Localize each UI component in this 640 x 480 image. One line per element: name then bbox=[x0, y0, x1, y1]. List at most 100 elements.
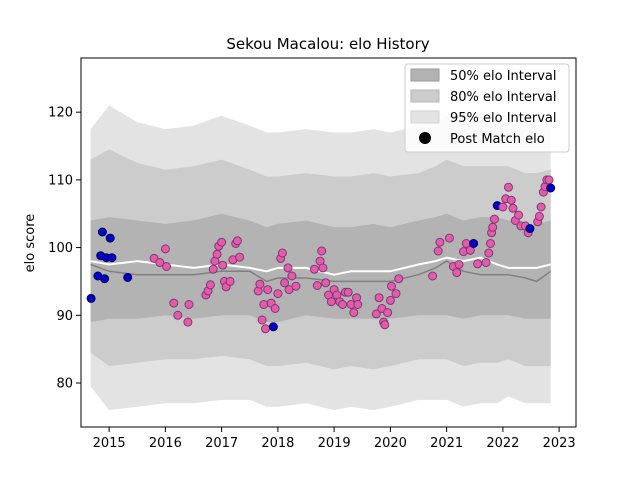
post-match-point bbox=[349, 308, 359, 318]
post-match-point bbox=[232, 236, 242, 246]
y-tick-label: 80 bbox=[56, 376, 73, 391]
post-match-point bbox=[169, 298, 179, 308]
post-match-point bbox=[291, 281, 301, 291]
post-match-point bbox=[385, 295, 395, 305]
post-match-point bbox=[486, 239, 495, 248]
post-match-point bbox=[536, 202, 546, 212]
post-match-point bbox=[317, 246, 327, 256]
x-tick-label: 2020 bbox=[374, 436, 407, 451]
post-match-point bbox=[100, 274, 110, 284]
post-match-point bbox=[391, 289, 401, 299]
post-match-point bbox=[371, 309, 381, 319]
post-match-point bbox=[514, 210, 524, 220]
post-match-point bbox=[270, 304, 280, 313]
post-match-point bbox=[383, 308, 393, 318]
summary-lines bbox=[90, 256, 552, 283]
post-match-point bbox=[225, 276, 235, 286]
plot-frame bbox=[80, 57, 577, 428]
post-match-point bbox=[380, 320, 390, 330]
post-match-point bbox=[283, 263, 293, 273]
legend-label-post-match: Post Match elo bbox=[450, 132, 545, 147]
post-match-point bbox=[105, 233, 115, 243]
x-axis: 2015 2016 2017 2018 2019 2020 2021 2022 2023 bbox=[93, 427, 576, 451]
y-tick-label: 110 bbox=[48, 173, 73, 188]
post-match-point bbox=[273, 289, 283, 299]
post-match-point bbox=[268, 322, 278, 332]
x-tick-label: 2015 bbox=[93, 436, 126, 451]
x-tick-label: 2017 bbox=[205, 436, 238, 451]
post-match-point bbox=[123, 272, 133, 282]
post-match-point bbox=[309, 264, 319, 274]
y-axis: 80 90 100 110 120 bbox=[48, 106, 81, 391]
post-match-point bbox=[259, 300, 269, 309]
post-match-point bbox=[173, 310, 183, 320]
legend-label-50: 50% elo Interval bbox=[450, 69, 557, 84]
x-tick-label: 2022 bbox=[486, 436, 519, 451]
legend-swatch-50 bbox=[410, 68, 440, 82]
post-match-point bbox=[321, 278, 331, 288]
post-match-point bbox=[86, 293, 96, 303]
post-match-point bbox=[235, 252, 245, 262]
post-match-point bbox=[205, 280, 215, 290]
post-match-point bbox=[255, 279, 265, 289]
post-match-point bbox=[160, 244, 170, 254]
legend-swatch-95 bbox=[410, 110, 440, 124]
post-match-point bbox=[343, 287, 353, 297]
post-match-point bbox=[218, 260, 228, 270]
post-match-point bbox=[481, 258, 491, 267]
chart-title: Sekou Macalou: elo History bbox=[226, 35, 429, 53]
y-tick-label: 100 bbox=[48, 241, 73, 256]
post-match-point bbox=[107, 253, 117, 263]
post-match-point bbox=[489, 214, 499, 224]
x-tick-label: 2016 bbox=[149, 436, 182, 451]
post-match-points bbox=[86, 175, 556, 334]
post-match-point bbox=[484, 248, 494, 258]
post-match-point bbox=[473, 259, 483, 269]
post-match-point bbox=[387, 281, 396, 291]
y-tick-label: 90 bbox=[56, 309, 73, 324]
post-match-point bbox=[155, 258, 165, 267]
post-match-point bbox=[433, 246, 443, 256]
post-match-point bbox=[208, 264, 218, 274]
post-match-point bbox=[97, 227, 107, 237]
legend: 50% elo Interval 80% elo Interval 95% el… bbox=[404, 63, 570, 153]
post-match-point bbox=[546, 183, 556, 193]
post-match-point bbox=[428, 271, 438, 281]
post-match-point bbox=[312, 281, 322, 290]
legend-label-95: 95% elo Interval bbox=[450, 111, 557, 126]
post-match-point bbox=[506, 195, 516, 205]
mean-line bbox=[90, 256, 551, 276]
x-tick-label: 2019 bbox=[318, 436, 351, 451]
post-match-point bbox=[444, 233, 454, 243]
post-match-point bbox=[469, 239, 479, 248]
post-match-point bbox=[263, 285, 273, 295]
post-match-point bbox=[394, 274, 404, 284]
post-match-point bbox=[534, 211, 544, 221]
legend-box bbox=[404, 63, 570, 153]
post-match-point bbox=[508, 203, 518, 213]
x-tick-label: 2021 bbox=[430, 436, 463, 451]
post-match-point bbox=[280, 278, 290, 288]
post-match-point bbox=[261, 324, 270, 334]
x-tick-label: 2023 bbox=[543, 436, 576, 451]
post-match-point bbox=[318, 263, 328, 273]
x-tick-label: 2018 bbox=[261, 436, 294, 451]
post-match-point bbox=[374, 293, 384, 303]
y-axis-label: elo score bbox=[23, 214, 38, 273]
post-match-point bbox=[287, 271, 297, 281]
post-match-point bbox=[338, 300, 348, 309]
post-match-point bbox=[183, 317, 193, 327]
median-line bbox=[90, 260, 552, 283]
post-match-point bbox=[452, 268, 462, 278]
legend-marker-post-match bbox=[419, 132, 431, 144]
post-match-point bbox=[488, 222, 498, 232]
post-match-point bbox=[353, 300, 363, 309]
post-match-point bbox=[162, 262, 171, 271]
post-match-point bbox=[454, 260, 464, 269]
legend-label-80: 80% elo Interval bbox=[450, 90, 557, 105]
post-match-point bbox=[257, 315, 267, 325]
post-match-point bbox=[184, 300, 194, 309]
legend-swatch-80 bbox=[410, 89, 440, 103]
post-match-point bbox=[504, 182, 513, 192]
